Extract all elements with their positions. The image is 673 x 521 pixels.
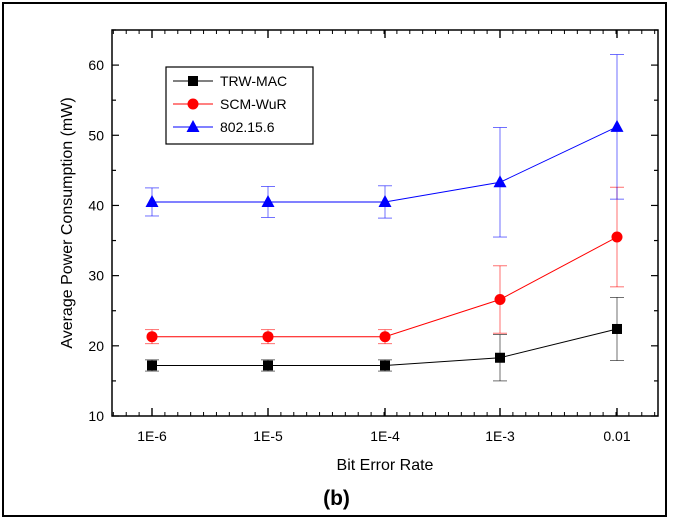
data-point-802-15-6 [261, 194, 275, 207]
data-point-scm-wur [611, 231, 623, 243]
y-tick-label: 30 [88, 268, 104, 284]
data-point-802-15-6 [493, 175, 507, 188]
series-line-scm-wur [152, 236, 618, 338]
y-tick-label: 40 [88, 197, 104, 213]
data-point-trw-mac [380, 360, 390, 371]
data-point-trw-mac [263, 360, 273, 371]
y-tick-label: 20 [88, 338, 104, 354]
data-point-scm-wur [262, 331, 274, 343]
x-tick-label: 1E-3 [485, 428, 515, 444]
x-axis-label: Bit Error Rate [337, 457, 434, 474]
data-point-scm-wur [494, 293, 506, 305]
data-point-trw-mac [147, 360, 157, 371]
data-point-802-15-6 [610, 119, 624, 132]
data-point-scm-wur [379, 331, 391, 343]
panel-label: (b) [323, 487, 350, 510]
data-point-802-15-6 [145, 194, 159, 207]
legend-label-802-15-6: 802.15.6 [220, 119, 275, 135]
legend-label-trw-mac: TRW-MAC [220, 73, 287, 89]
y-tick-label: 10 [88, 408, 104, 424]
data-point-trw-mac [495, 352, 505, 363]
legend-marker-trw-mac [188, 76, 198, 86]
legend-label-scm-wur: SCM-WuR [220, 96, 287, 112]
data-point-scm-wur [146, 331, 158, 343]
data-point-trw-mac [612, 323, 622, 334]
y-tick-label: 60 [88, 57, 104, 73]
data-point-802-15-6 [378, 194, 392, 207]
x-tick-label: 1E-4 [370, 428, 400, 444]
figure-frame [2, 2, 667, 517]
y-axis-label: Average Power Consumption (mW) [59, 97, 76, 348]
legend-marker-802-15-6 [186, 120, 200, 132]
x-tick-label: 1E-5 [253, 428, 283, 444]
x-tick-label: 1E-6 [137, 428, 167, 444]
x-tick-label: 0.01 [603, 428, 630, 444]
legend-marker-scm-wur [187, 98, 199, 110]
y-tick-label: 50 [88, 127, 104, 143]
